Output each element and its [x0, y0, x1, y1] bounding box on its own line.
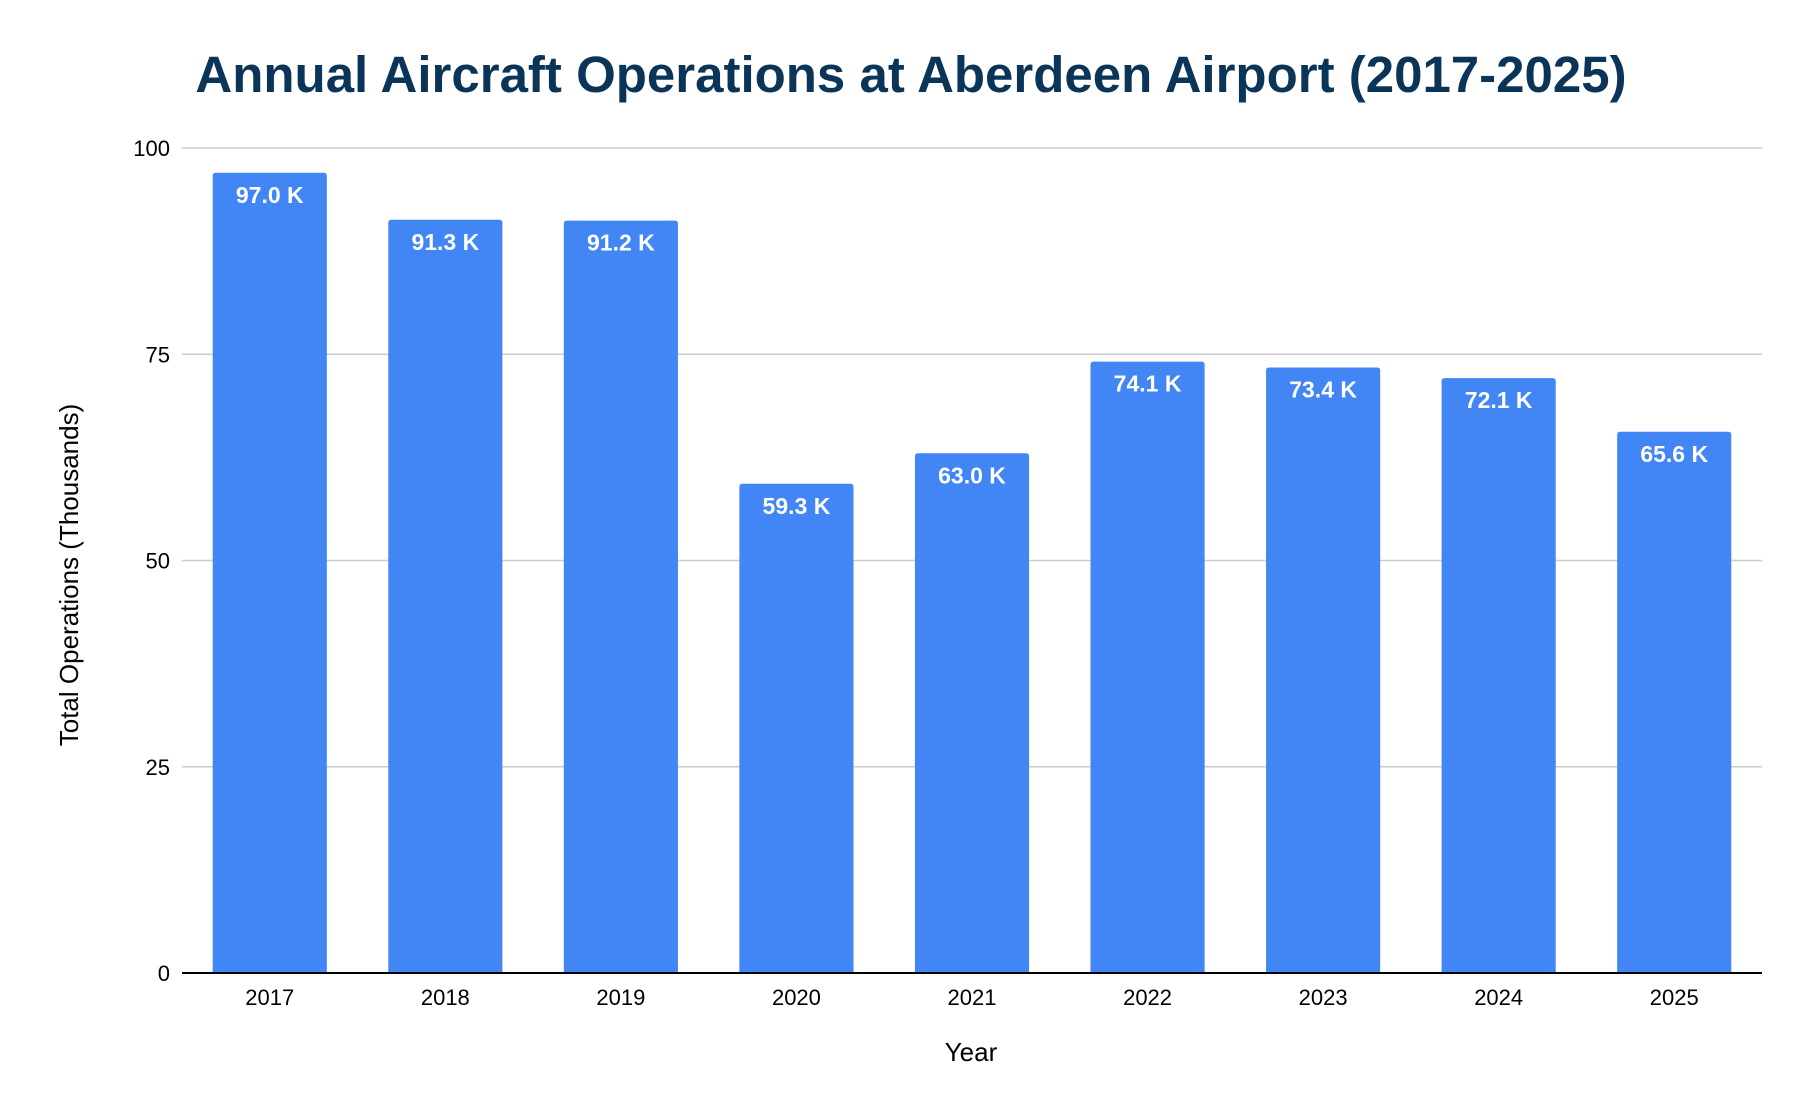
y-tick-label: 100: [133, 136, 170, 161]
data-label-2025: 65.6 K: [1640, 441, 1708, 467]
x-axis-title: Year: [945, 1037, 998, 1067]
bar-2019: [563, 220, 678, 974]
bar-2025: [1617, 431, 1732, 973]
bar-2024: [1441, 378, 1556, 973]
y-tick-label: 25: [146, 755, 170, 780]
chart-title: Annual Aircraft Operations at Aberdeen A…: [195, 46, 1626, 103]
x-tick-label: 2018: [421, 985, 470, 1010]
bar-2018: [388, 219, 503, 973]
data-label-2022: 74.1 K: [1114, 371, 1182, 397]
data-label-2021: 63.0 K: [938, 462, 1006, 488]
x-tick-label: 2022: [1123, 985, 1172, 1010]
x-tick-label: 2025: [1650, 985, 1699, 1010]
data-labels: 97.0 K 91.3 K 91.2 K 59.3 K 63.0 K 74.1 K 73.4…: [236, 182, 1709, 519]
data-label-2019: 91.2 K: [587, 230, 655, 256]
bars: [212, 172, 1732, 974]
data-label-2017: 97.0 K: [236, 182, 304, 208]
bar-2023: [1266, 367, 1381, 973]
data-label-2020: 59.3 K: [763, 493, 831, 519]
y-axis-ticks: 0 25 50 75 100: [133, 136, 170, 986]
x-tick-label: 2020: [772, 985, 821, 1010]
x-tick-label: 2024: [1474, 985, 1523, 1010]
bar-2022: [1090, 361, 1205, 973]
x-tick-label: 2021: [948, 985, 997, 1010]
bar-2020: [739, 483, 854, 973]
bar-2021: [914, 453, 1030, 973]
data-label-2024: 72.1 K: [1465, 387, 1533, 413]
x-tick-label: 2019: [596, 985, 645, 1010]
data-label-2018: 91.3 K: [411, 229, 479, 255]
y-axis-title: Total Operations (Thousands): [54, 404, 84, 747]
y-tick-label: 50: [146, 549, 170, 574]
data-label-2023: 73.4 K: [1289, 376, 1357, 402]
x-axis-ticks: 2017 2018 2019 2020 2021 2022 2023 2024 2025: [245, 985, 1698, 1010]
x-tick-label: 2023: [1299, 985, 1348, 1010]
bar-2017: [212, 172, 327, 973]
x-tick-label: 2017: [245, 985, 294, 1010]
y-tick-label: 0: [158, 961, 170, 986]
y-tick-label: 75: [146, 342, 170, 367]
